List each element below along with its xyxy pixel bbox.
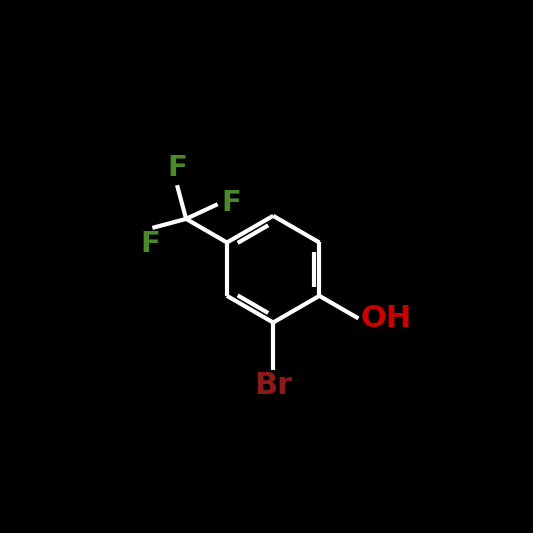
Text: F: F <box>140 230 160 259</box>
Text: F: F <box>167 154 187 182</box>
Text: OH: OH <box>360 304 412 333</box>
Text: F: F <box>221 189 241 216</box>
Text: Br: Br <box>254 372 292 400</box>
